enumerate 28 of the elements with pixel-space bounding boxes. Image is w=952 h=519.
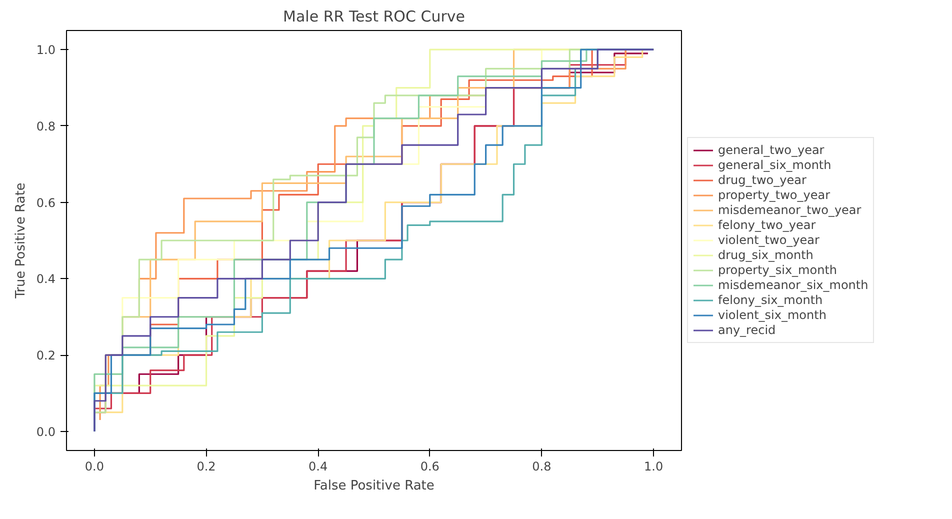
legend-label: felony_six_month — [718, 293, 823, 307]
y-tick-label: 1.0 — [36, 43, 56, 58]
x-tick-label: 0.4 — [308, 460, 328, 474]
y-tick-label: 0.8 — [36, 119, 56, 134]
x-tick-label: 0.2 — [196, 460, 216, 474]
y-tick-label: 0.4 — [36, 272, 56, 286]
y-tick-label: 0.0 — [36, 424, 56, 439]
legend-label: drug_six_month — [718, 248, 814, 262]
legend-label: drug_two_year — [718, 173, 806, 187]
legend-label: general_two_year — [718, 143, 824, 157]
x-axis-title: False Positive Rate — [314, 478, 434, 494]
x-tick-label: 0.6 — [420, 460, 440, 474]
legend-label: property_two_year — [718, 188, 830, 202]
chart-title: Male RR Test ROC Curve — [283, 8, 465, 26]
legend-label: general_six_month — [718, 158, 832, 172]
legend-label: any_recid — [718, 323, 776, 337]
legend-label: misdemeanor_two_year — [718, 203, 862, 217]
x-tick-label: 1.0 — [644, 460, 664, 474]
legend-label: violent_six_month — [718, 308, 826, 322]
legend-label: felony_two_year — [718, 218, 816, 232]
x-tick-label: 0.8 — [532, 460, 552, 474]
legend-label: misdemeanor_six_month — [718, 278, 868, 292]
y-tick-label: 0.6 — [36, 196, 56, 210]
x-tick-label: 0.0 — [84, 460, 104, 474]
y-axis-title: True Positive Rate — [13, 182, 28, 300]
legend-label: property_six_month — [718, 263, 838, 277]
legend-label: violent_two_year — [718, 233, 820, 247]
y-tick-label: 0.2 — [36, 348, 56, 363]
